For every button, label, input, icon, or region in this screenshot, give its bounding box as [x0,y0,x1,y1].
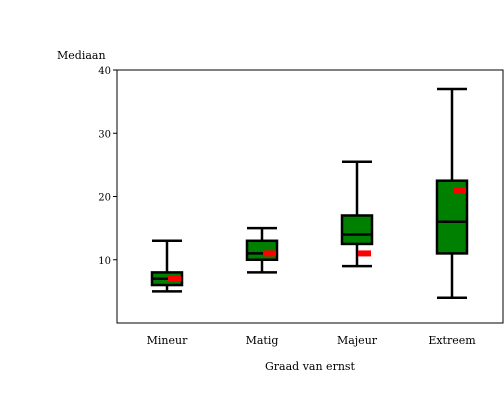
box-extreem [435,87,469,299]
mean-marker [453,187,466,194]
mean-marker [358,250,371,257]
iqr-box [340,214,374,246]
y-tick-label: 40 [98,66,111,77]
y-tick-label: 10 [98,256,111,267]
y-axis-label: Mediaan [57,49,106,62]
x-tick-label: Mineur [147,334,188,347]
box-matig [245,226,279,274]
mean-marker [263,250,276,257]
iqr-box [245,239,279,261]
box-majeur [340,160,374,268]
y-axis-ticks: 10 20 30 40 [98,66,117,267]
x-tick-label: Extreem [428,334,476,347]
box-series [150,87,469,299]
x-axis-tick-labels: Mineur Matig Majeur Extreem [147,334,477,347]
y-tick-label: 20 [98,193,111,204]
x-tick-label: Majeur [337,334,378,347]
x-axis-label: Graad van ernst [265,360,356,373]
y-tick-label: 30 [98,129,111,140]
x-tick-label: Matig [246,334,279,347]
mean-marker [168,275,181,282]
box-mineur [150,239,184,293]
